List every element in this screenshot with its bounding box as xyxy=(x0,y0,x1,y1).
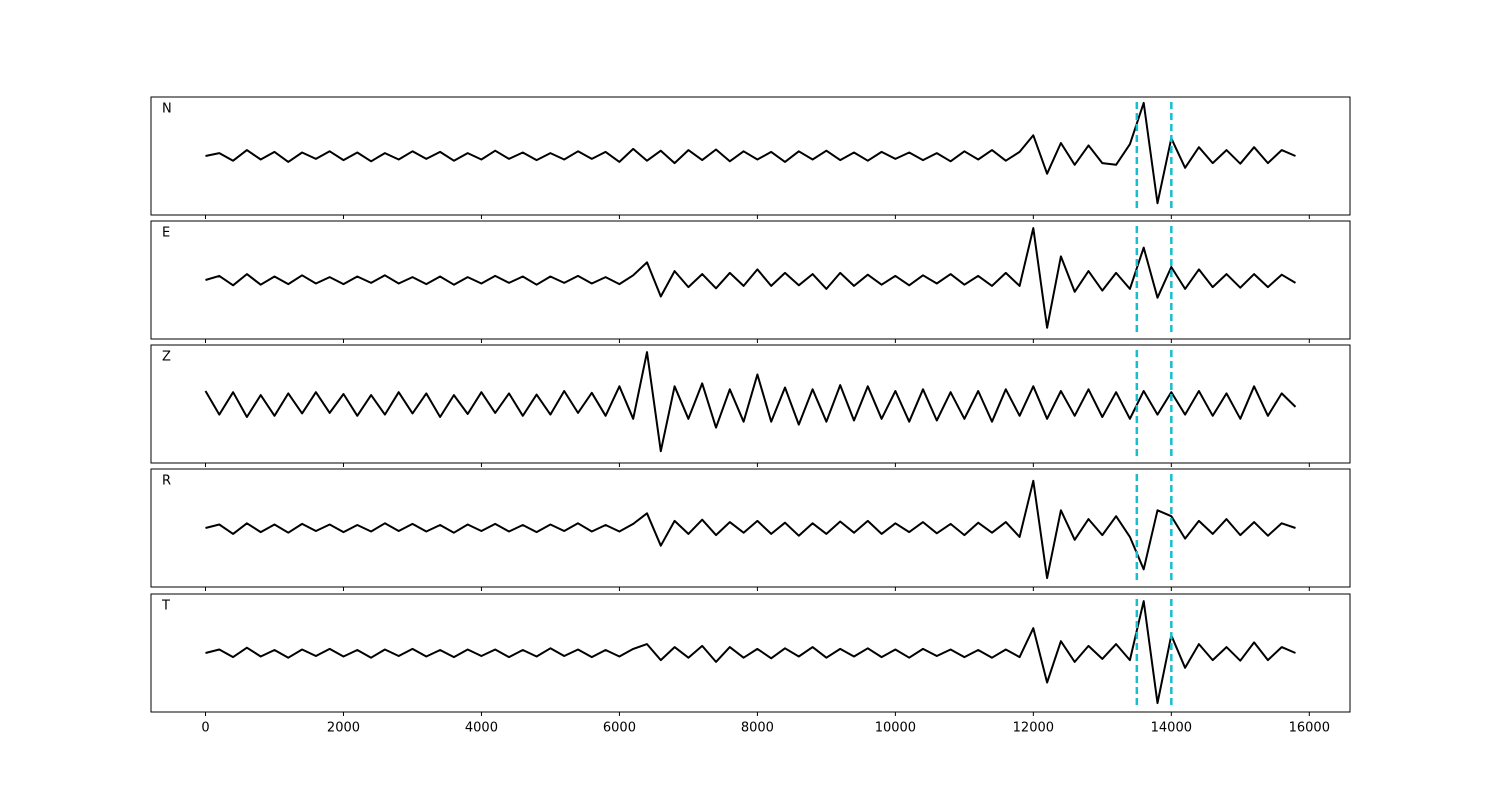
panel-label: Z xyxy=(162,350,171,365)
waveform xyxy=(205,479,1296,580)
x-tick-label: 4000 xyxy=(465,721,498,736)
panel-frame xyxy=(150,220,1351,340)
x-tick-label: 12000 xyxy=(1013,721,1054,736)
waveform xyxy=(205,227,1297,329)
x-tick-label: 10000 xyxy=(875,721,916,736)
panel-frame xyxy=(150,344,1351,464)
panel-frame xyxy=(150,96,1351,216)
x-tick-label: 0 xyxy=(201,721,209,736)
x-tick-label: 14000 xyxy=(1151,721,1192,736)
x-tick-label: 16000 xyxy=(1289,721,1330,736)
panel-label: R xyxy=(162,474,171,489)
x-tick-label: 6000 xyxy=(603,721,636,736)
panel-label: N xyxy=(162,102,172,117)
panel-label: T xyxy=(161,599,170,614)
waveform xyxy=(204,351,1297,453)
panel-frame xyxy=(150,593,1351,713)
panel-frame xyxy=(150,468,1351,588)
x-tick-label: 8000 xyxy=(741,721,774,736)
panel-label: E xyxy=(162,226,170,241)
waveform xyxy=(205,101,1296,205)
x-tick-label: 2000 xyxy=(327,721,360,736)
waveform xyxy=(205,600,1296,705)
